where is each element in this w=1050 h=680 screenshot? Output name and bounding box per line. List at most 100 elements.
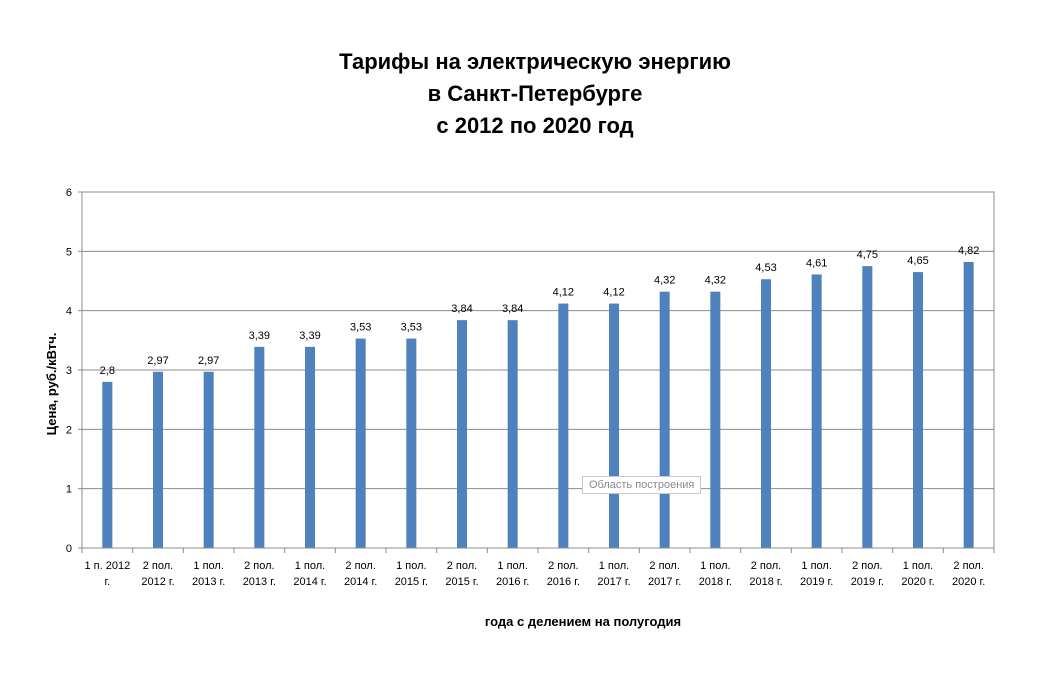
- x-tick-label-line: 2020 г.: [901, 576, 934, 588]
- data-label: 3,53: [350, 322, 371, 334]
- x-tick-label: 2 пол. 2019 г.: [851, 560, 884, 588]
- x-tick-label-line: 2 пол.: [345, 560, 375, 572]
- x-tick-label: 1 пол. 2018 г.: [699, 560, 732, 588]
- chart-title-line-2: в Санкт-Петербурге: [427, 81, 643, 106]
- bar: [659, 291, 670, 548]
- bar: [913, 272, 923, 548]
- bar: [102, 381, 113, 548]
- x-tick-label-line: 1 пол.: [700, 560, 730, 572]
- bar: [507, 320, 518, 548]
- x-tick-label-line: 2017 г.: [648, 576, 681, 588]
- x-tick-label: 1 пол. 2015 г.: [395, 560, 428, 588]
- x-tick-label: 2 пол. 2012 г.: [141, 560, 174, 588]
- chart-title-line-3: с 2012 по 2020 год: [436, 113, 634, 138]
- x-tick-label-line: 2015 г.: [445, 576, 478, 588]
- data-label: 3,53: [401, 322, 422, 334]
- x-tick-label-line: 2 пол.: [852, 560, 882, 572]
- gridlines: [81, 191, 995, 549]
- bar: [203, 371, 214, 548]
- x-tick-label: 1 пол. 2016 г.: [496, 560, 529, 588]
- x-tick-label-line: 1 пол.: [295, 560, 325, 572]
- x-tick-label-line: 2019 г.: [800, 576, 833, 588]
- y-tick-label: 0: [66, 543, 72, 555]
- x-tick-label: 1 пол. 2013 г.: [192, 560, 225, 588]
- x-tick-label-line: 2 пол.: [548, 560, 578, 572]
- y-tick-label: 4: [66, 306, 72, 318]
- x-tick-label-line: 2015 г.: [395, 576, 428, 588]
- x-tick-label-line: 2019 г.: [851, 576, 884, 588]
- data-label: 2,97: [147, 355, 168, 367]
- x-tick-label-line: 2020 г.: [952, 576, 985, 588]
- x-tick-label-line: 2 пол.: [447, 560, 477, 572]
- chart-title-line-1: Тарифы на электрическую энергию: [339, 49, 731, 74]
- plot-area-tooltip: Область построения: [582, 476, 702, 494]
- bar: [153, 371, 163, 548]
- bars: [102, 262, 974, 548]
- x-tick-label-line: 2017 г.: [597, 576, 630, 588]
- y-tick-label: 6: [66, 187, 72, 199]
- data-label: 4,65: [907, 255, 928, 267]
- x-tick-label-line: 2014 г.: [293, 576, 326, 588]
- x-axis-title: года с делением на полугодия: [485, 614, 681, 629]
- x-tick-label: 1 пол. 2019 г.: [800, 560, 833, 588]
- bar: [558, 303, 569, 548]
- x-tick-label-line: 2 пол.: [649, 560, 679, 572]
- data-label: 3,84: [451, 303, 472, 315]
- x-tick-label-line: 1 п. 2012: [84, 560, 130, 572]
- x-tick-label-line: 1 пол.: [396, 560, 426, 572]
- data-label: 4,12: [603, 287, 624, 299]
- data-label: 4,53: [755, 262, 776, 274]
- x-tick-label-line: 2 пол.: [953, 560, 983, 572]
- x-tick-label-line: 1 пол.: [193, 560, 223, 572]
- x-tick-label: 2 пол. 2014 г.: [344, 560, 377, 588]
- x-tick-label: 1 п. 2012 г.: [84, 560, 130, 588]
- data-label: 4,75: [857, 249, 878, 261]
- x-tick-label: 2 пол. 2017 г.: [648, 560, 681, 588]
- x-tick-label-line: 1 пол.: [903, 560, 933, 572]
- data-label: 2,8: [100, 365, 115, 377]
- data-label: 4,32: [654, 275, 675, 287]
- x-tick-label-line: 2 пол.: [143, 560, 173, 572]
- bar: [457, 320, 467, 548]
- x-tick-label: 2 пол. 2016 г.: [547, 560, 580, 588]
- x-tick-label-line: 2018 г.: [699, 576, 732, 588]
- chart-title: Тарифы на электрическую энергию в Санкт-…: [235, 46, 835, 142]
- x-tick-label: 1 пол. 2020 г.: [901, 560, 934, 588]
- axes: 0 1 2 3 4 5 6 1 п. 2012 г. 2 пол. 2012 г. 1 пол. 201…: [66, 187, 995, 588]
- x-tick-label-line: 2013 г.: [192, 576, 225, 588]
- bar: [811, 274, 822, 548]
- x-tick-label-line: г.: [104, 576, 110, 588]
- data-label: 3,84: [502, 303, 523, 315]
- x-tick-label-line: 1 пол.: [801, 560, 831, 572]
- x-tick-label: 2 пол. 2018 г.: [749, 560, 782, 588]
- x-tick-label-line: 2018 г.: [749, 576, 782, 588]
- y-axis-title: Цена, руб./кВтч.: [44, 333, 59, 436]
- y-tick-label: 3: [66, 365, 72, 377]
- bar: [761, 279, 771, 548]
- bar: [609, 303, 619, 548]
- y-tick-label: 1: [66, 484, 72, 496]
- x-tick-label: 1 пол. 2017 г.: [597, 560, 630, 588]
- bar: [963, 262, 974, 548]
- data-label: 3,39: [299, 330, 320, 342]
- x-tick-label-line: 2013 г.: [243, 576, 276, 588]
- data-label: 4,61: [806, 257, 827, 269]
- y-tick-label: 2: [66, 424, 72, 436]
- bar: [406, 338, 417, 548]
- x-tick-label-line: 2 пол.: [751, 560, 781, 572]
- x-tick-label: 2 пол. 2015 г.: [445, 560, 478, 588]
- x-tick-label: 1 пол. 2014 г.: [293, 560, 326, 588]
- x-tick-label-line: 2016 г.: [496, 576, 529, 588]
- x-tick-label-line: 2014 г.: [344, 576, 377, 588]
- x-tick-label-line: 1 пол.: [497, 560, 527, 572]
- bar: [862, 266, 873, 548]
- bar: [355, 338, 366, 548]
- x-tick-label-line: 2 пол.: [244, 560, 274, 572]
- data-label: 4,32: [705, 275, 726, 287]
- data-labels: 2,8 2,97 2,97 3,39 3,39 3,53 3,53 3,84 3,84 4,12 4…: [100, 245, 980, 377]
- x-tick-label-line: 2016 г.: [547, 576, 580, 588]
- bar: [710, 291, 721, 548]
- x-tick-label-line: 2012 г.: [141, 576, 174, 588]
